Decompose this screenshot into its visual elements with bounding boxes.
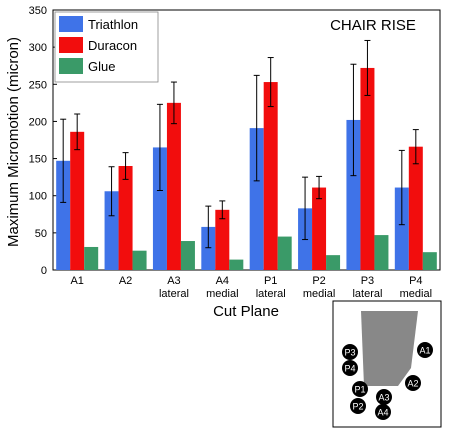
point-marker <box>352 381 368 397</box>
x-tick-label: lateral <box>352 288 382 300</box>
y-axis-label: Maximum Micromotion (micron) <box>5 37 22 247</box>
y-tick-label: 0 <box>41 265 47 277</box>
bar-glue <box>422 252 437 270</box>
bar-duracon <box>166 102 181 270</box>
y-tick-label: 350 <box>29 5 47 17</box>
bar-duracon <box>408 146 423 270</box>
bar-glue <box>326 255 341 270</box>
y-tick-label: 100 <box>29 191 47 203</box>
point-marker <box>376 389 392 405</box>
legend: Triathlon Duracon Glue <box>54 11 159 83</box>
point-label: A3 <box>378 393 389 403</box>
point-marker <box>417 342 433 358</box>
bar-triathlon <box>201 226 216 270</box>
implant-shape <box>361 311 418 386</box>
bar-triathlon <box>104 191 119 270</box>
point-marker <box>375 404 391 420</box>
y-tick-label: 200 <box>29 116 47 128</box>
bar-duracon <box>360 67 375 270</box>
point-label: P2 <box>352 402 363 412</box>
cut-plane-inset-diagram: A1 A2 A3 A4 P1 P2 P3 P4 <box>332 300 442 428</box>
point-label: A2 <box>407 379 418 389</box>
y-tick-label: 50 <box>35 228 47 240</box>
x-tick-label: A2 <box>119 275 132 287</box>
x-tick-label: medial <box>206 288 238 300</box>
bar-duracon <box>215 209 230 270</box>
y-tick-label: 250 <box>29 79 47 91</box>
bar-glue <box>132 250 147 270</box>
legend-label: Duracon <box>88 38 137 53</box>
x-axis-label: Cut Plane <box>213 303 279 320</box>
bar-duracon <box>312 187 327 270</box>
bar-triathlon <box>394 187 409 270</box>
x-tick-label: lateral <box>256 288 286 300</box>
legend-label: Glue <box>88 59 115 74</box>
bar-triathlon <box>346 119 361 270</box>
x-tick-label: medial <box>400 288 432 300</box>
bar-glue <box>374 235 389 270</box>
x-tick-label: A1 <box>70 275 83 287</box>
point-marker <box>342 360 358 376</box>
x-tick-label: P4 <box>409 275 422 287</box>
bar-triathlon <box>152 147 167 270</box>
point-label: A4 <box>377 408 388 418</box>
legend-swatch <box>59 37 83 53</box>
plot-frame <box>52 9 441 271</box>
x-tick-label: P1 <box>264 275 277 287</box>
y-tick-label: 150 <box>29 154 47 166</box>
bar-triathlon <box>249 128 264 270</box>
legend-swatch <box>59 58 83 74</box>
point-label: P1 <box>354 385 365 395</box>
bar-duracon <box>263 82 278 270</box>
y-tick-label: 300 <box>29 42 47 54</box>
bar-duracon <box>70 131 85 270</box>
chart-title: CHAIR RISE <box>330 17 416 34</box>
bar-triathlon <box>56 160 71 270</box>
x-tick-label: P2 <box>312 275 325 287</box>
x-tick-label: A3 <box>167 275 180 287</box>
point-marker <box>405 375 421 391</box>
x-tick-label: medial <box>303 288 335 300</box>
x-tick-label: A4 <box>216 275 229 287</box>
bar-duracon <box>118 166 133 270</box>
point-label: P4 <box>344 364 355 374</box>
legend-swatch <box>59 16 83 32</box>
x-tick-label: P3 <box>361 275 374 287</box>
bar-glue <box>84 246 99 270</box>
bar-glue <box>180 241 195 270</box>
point-marker <box>350 398 366 414</box>
x-tick-label: lateral <box>159 288 189 300</box>
point-label: P3 <box>344 348 355 358</box>
point-label: A1 <box>419 346 430 356</box>
point-marker <box>342 344 358 360</box>
legend-label: Triathlon <box>88 17 138 32</box>
bar-glue <box>229 259 244 270</box>
bar-glue <box>277 236 292 270</box>
